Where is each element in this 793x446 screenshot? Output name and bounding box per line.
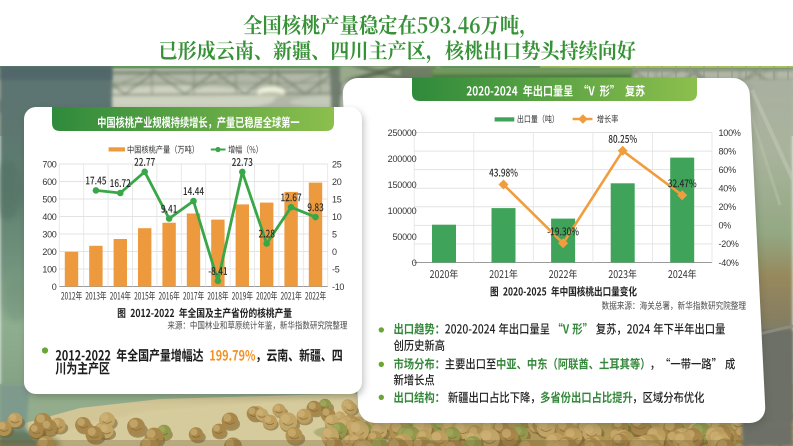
svg-text:25: 25 bbox=[332, 159, 342, 169]
svg-text:0%: 0% bbox=[719, 221, 732, 231]
svg-text:50000: 50000 bbox=[392, 232, 416, 242]
svg-text:40%: 40% bbox=[719, 184, 737, 194]
svg-text:-40%: -40% bbox=[719, 258, 739, 268]
svg-text:250000: 250000 bbox=[388, 128, 417, 138]
svg-text:200: 200 bbox=[42, 247, 56, 257]
svg-text:300: 300 bbox=[42, 229, 56, 239]
svg-text:400: 400 bbox=[42, 212, 56, 222]
svg-text:-5: -5 bbox=[332, 264, 340, 274]
svg-text:60%: 60% bbox=[719, 165, 737, 175]
svg-text:80%: 80% bbox=[719, 146, 737, 156]
svg-text:5: 5 bbox=[332, 229, 337, 239]
svg-text:0: 0 bbox=[52, 282, 57, 292]
svg-text:20%: 20% bbox=[719, 202, 737, 212]
svg-text:0: 0 bbox=[332, 247, 337, 257]
svg-text:20: 20 bbox=[332, 177, 342, 187]
svg-text:0: 0 bbox=[412, 258, 417, 268]
svg-text:200000: 200000 bbox=[388, 154, 417, 164]
svg-text:700: 700 bbox=[42, 159, 56, 169]
svg-text:100: 100 bbox=[42, 264, 56, 274]
svg-text:100%: 100% bbox=[719, 128, 741, 138]
svg-text:-10: -10 bbox=[332, 282, 344, 292]
svg-text:-20%: -20% bbox=[719, 239, 739, 249]
svg-text:150000: 150000 bbox=[388, 180, 417, 190]
svg-text:600: 600 bbox=[42, 177, 56, 187]
svg-text:500: 500 bbox=[42, 194, 56, 204]
svg-text:100000: 100000 bbox=[388, 206, 417, 216]
svg-text:10: 10 bbox=[332, 212, 342, 222]
svg-text:15: 15 bbox=[332, 194, 342, 204]
